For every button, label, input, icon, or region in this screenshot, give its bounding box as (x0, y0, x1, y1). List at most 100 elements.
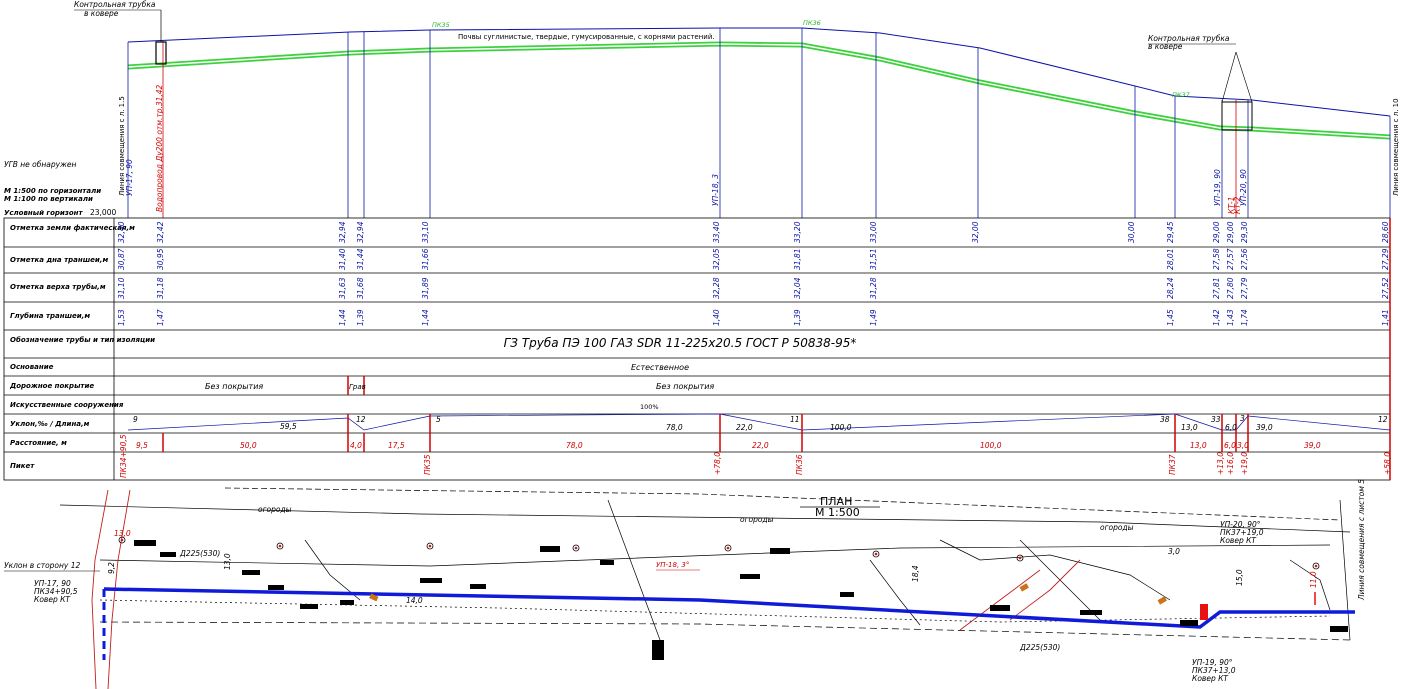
slope-row: 9 59,5 12 5 78,0 22,0 11 100,0 38 13,0 3… (127, 413, 1391, 433)
left-joint-label: Линия совмещения с л. 1.5 (118, 96, 126, 196)
svg-text:39,0: 39,0 (1304, 441, 1321, 450)
road-cover-gravel: Грав (349, 383, 366, 391)
plan-up19-3: Ковер КТ (1192, 674, 1229, 683)
ground-row-value: 32,94 (338, 221, 347, 243)
plan-up18: УП-18, 3° (656, 561, 689, 569)
svg-text:13,0: 13,0 (1190, 441, 1207, 450)
plan-up20-2: ПК37+19,0 (1220, 528, 1264, 537)
depth-row-value: 1,40 (712, 309, 721, 326)
svg-text:6,0: 6,0 (1225, 423, 1237, 432)
depth-row-value: 1,74 (1240, 309, 1249, 326)
depth-row-value: 1,45 (1166, 309, 1175, 326)
svg-text:5: 5 (436, 415, 441, 424)
svg-text:+19,0: +19,0 (1240, 452, 1249, 475)
row-label-base: Основание (10, 363, 54, 371)
control-tube-left: Контрольная трубка в ковере (74, 0, 167, 65)
plan-title: ПЛАН (820, 495, 852, 508)
plan-left-turn: Уклон в сторону 12 (4, 561, 81, 570)
plan-dim-8: 14,0 (406, 596, 423, 605)
top-row-value: 27,80 (1226, 277, 1235, 299)
top-row-value: 31,63 (338, 277, 347, 299)
top-row-value: 31,18 (156, 277, 165, 299)
bottom-row-value: 31,66 (421, 248, 430, 270)
svg-text:78,0: 78,0 (566, 441, 583, 450)
up18-label: УП-18, 3 (711, 174, 720, 206)
svg-text:+78,0: +78,0 (713, 452, 722, 475)
svg-text:4,0: 4,0 (350, 441, 362, 450)
row-label-slope: Уклон,‰ / Длина,м (10, 420, 90, 428)
depth-row-value: 1,44 (338, 309, 347, 326)
depth-row-value: 1,42 (1212, 309, 1221, 326)
svg-text:ПК37: ПК37 (1168, 454, 1177, 475)
ground-row-value: 29,30 (1240, 221, 1249, 243)
plan-dim-2: 3,0 (1168, 547, 1180, 556)
row-label-picket: Пикет (10, 462, 35, 470)
svg-text:39,0: 39,0 (1256, 423, 1273, 432)
plan-objects (134, 540, 1348, 660)
plan-dim-6: 15,0 (1235, 569, 1244, 586)
bottom-row-value: 28,01 (1166, 249, 1175, 270)
plan-section: ПЛАН М 1:500 (4, 479, 1366, 689)
ground-row-value: 33,00 (869, 221, 878, 243)
top-row-value: 31,28 (869, 277, 878, 299)
base-value: Естественное (631, 363, 689, 372)
ground-row-value: 32,42 (156, 221, 165, 243)
ground-row-value: 32,94 (356, 221, 365, 243)
svg-text:9,5: 9,5 (136, 441, 148, 450)
bottom-row-value: 31,81 (793, 249, 802, 270)
depth-row-value: 1,43 (1226, 309, 1235, 326)
row-label-road: Дорожное покрытие (9, 382, 94, 390)
kt1-label: КТ-1 (1227, 197, 1236, 214)
table-row-labels: Отметка земли фактическая,м Отметка дна … (9, 224, 155, 470)
pk37-label: ПК37 (1172, 91, 1191, 99)
svg-text:в ковере: в ковере (1148, 42, 1183, 51)
plan-up17-1: УП-17, 90 (34, 579, 71, 588)
scale-v-note: М 1:100 по вертикали (4, 195, 93, 203)
top-row-value: 27,79 (1240, 277, 1249, 299)
bottom-row-value: 31,51 (869, 249, 878, 270)
top-row-value: 27,81 (1212, 278, 1221, 299)
plan-dim-3: 11,0 (1309, 571, 1318, 588)
svg-text:ПК35: ПК35 (423, 454, 432, 475)
ground-row-value: 28,60 (1381, 221, 1390, 243)
control-tube-right: Контрольная трубка в ковере (1148, 34, 1253, 131)
row-label-top: Отметка верха трубы,м (10, 283, 106, 291)
structures-value: 100% (640, 403, 659, 411)
plan-gas-tag-2: Д225(530) (1019, 643, 1060, 652)
row-label-structures: Искусственные сооружения (10, 401, 124, 409)
plan-scale: М 1:500 (815, 506, 860, 519)
ground-line (127, 27, 1391, 117)
up19-label: УП-19, 90 (1213, 169, 1222, 206)
svg-text:78,0: 78,0 (666, 423, 683, 432)
row-label-depth: Глубина траншеи,м (10, 312, 90, 320)
pipe-spec: ГЗ Труба ПЭ 100 ГАЗ SDR 11-225х20.5 ГОСТ… (504, 336, 857, 350)
soil-note: Почвы суглинистые, твердые, гумусированн… (458, 33, 715, 41)
scale-h-note: М 1:500 по горизонтали (4, 187, 101, 195)
top-values: 31,10 31,18 31,63 31,68 31,89 32,28 32,04 31,28… (117, 277, 1390, 299)
svg-text:+16,0: +16,0 (1226, 452, 1235, 475)
svg-text:11: 11 (790, 415, 800, 424)
up17-label: УП-17, 90 (125, 159, 134, 196)
svg-text:22,0: 22,0 (752, 441, 769, 450)
svg-text:59,5: 59,5 (280, 422, 297, 431)
ground-row-value: 33,40 (712, 221, 721, 243)
svg-text:ПК36: ПК36 (795, 454, 804, 475)
plan-terrain-1: огороды (258, 505, 292, 514)
road-cover-row: Без покрытия Грав Без покрытия (205, 376, 714, 395)
ground-row-value: 32,40 (117, 221, 126, 243)
svg-text:3: 3 (1240, 414, 1245, 423)
ground-row-value: 33,20 (793, 221, 802, 243)
plan-terrain-2: огороды (740, 515, 774, 524)
water-pipe-label: Водопровод Ду200 отм.тр.31,42 (155, 84, 164, 212)
road-cover-left: Без покрытия (205, 382, 263, 391)
control-tube-left-label: Контрольная трубка (74, 0, 156, 9)
svg-text:13,0: 13,0 (1181, 423, 1198, 432)
row-label-distance: Расстояние, м (10, 439, 67, 447)
top-row-value: 31,89 (421, 277, 430, 299)
svg-text:3,0: 3,0 (1237, 441, 1249, 450)
plan-gas-pipe (103, 587, 1355, 629)
svg-text:22,0: 22,0 (736, 423, 753, 432)
svg-text:12: 12 (1378, 415, 1388, 424)
pipe-profile-line (127, 41, 1391, 140)
